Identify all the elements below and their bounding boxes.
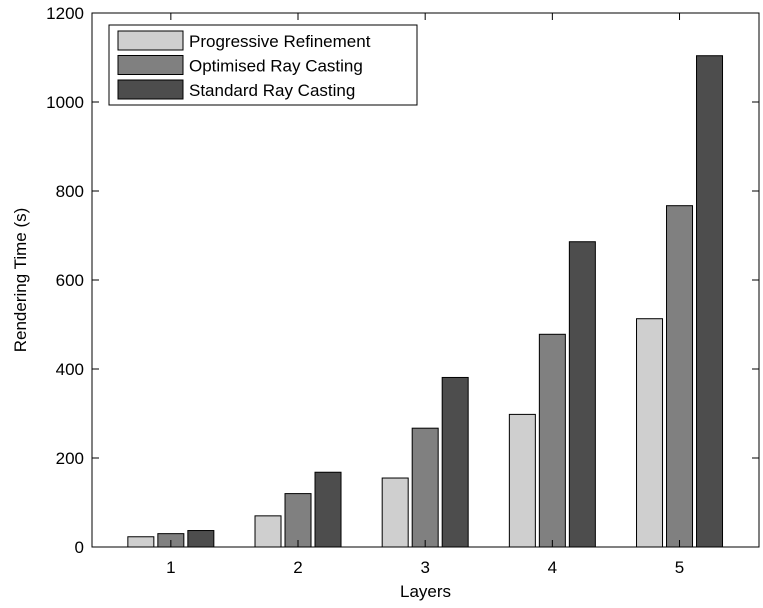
bar-series-2-cat-5 xyxy=(666,205,694,548)
legend-label-2: Optimised Ray Casting xyxy=(189,57,363,76)
y-tick-label: 0 xyxy=(75,538,84,557)
x-tick-label: 2 xyxy=(293,558,302,577)
x-tick-label: 1 xyxy=(166,558,175,577)
bar-series-3-cat-5 xyxy=(696,55,724,548)
bar-series-1-cat-3 xyxy=(381,477,409,548)
bar-series-3-cat-2 xyxy=(314,471,342,548)
y-axis-label: Rendering Time (s) xyxy=(11,208,30,353)
y-tick-label: 800 xyxy=(56,182,84,201)
bar-series-3-cat-3 xyxy=(441,376,469,548)
legend-swatch-1 xyxy=(117,30,184,51)
bar-series-2-cat-3 xyxy=(411,427,439,548)
legend-swatch-3 xyxy=(117,79,184,100)
bar-series-2-cat-2 xyxy=(284,493,312,548)
y-tick-label: 200 xyxy=(56,449,84,468)
series-2-bars xyxy=(157,205,694,548)
legend-label-3: Standard Ray Casting xyxy=(189,81,355,100)
x-axis-label: Layers xyxy=(400,582,451,601)
bar-series-3-cat-1 xyxy=(187,530,215,548)
legend-swatch-2 xyxy=(117,55,184,75)
x-tick-label: 5 xyxy=(675,558,684,577)
x-tick-label: 4 xyxy=(548,558,557,577)
x-tick-label: 3 xyxy=(420,558,429,577)
series-1-bars xyxy=(127,318,664,548)
bar-series-3-cat-4 xyxy=(568,241,596,548)
bar-series-1-cat-4 xyxy=(508,413,536,548)
bar-series-1-cat-5 xyxy=(636,318,664,548)
y-tick-label: 1000 xyxy=(46,93,84,112)
bar-series-2-cat-4 xyxy=(538,333,566,548)
legend-label-1: Progressive Refinement xyxy=(189,32,371,51)
y-tick-label: 400 xyxy=(56,360,84,379)
series-3-bars xyxy=(187,55,724,548)
y-tick-label: 600 xyxy=(56,271,84,290)
y-tick-label: 1200 xyxy=(46,4,84,23)
bar-series-1-cat-2 xyxy=(254,515,282,548)
bar-series-1-cat-1 xyxy=(127,536,155,548)
